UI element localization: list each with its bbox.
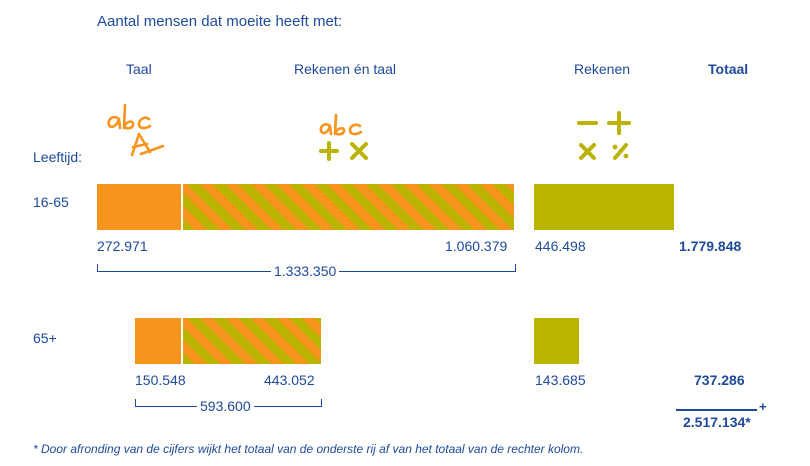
bar-rekenen-en-taal-65-plus: [182, 318, 321, 364]
header-rekenen-en-taal: Rekenen én taal: [294, 61, 396, 77]
row-age-label: 16-65: [33, 194, 69, 210]
header-taal: Taal: [126, 61, 152, 77]
value-rekenen-16-65: 446.498: [535, 238, 586, 254]
leeftijd-label: Leeftijd:: [33, 149, 83, 165]
bar-rekenen-65-plus: [534, 318, 579, 364]
grand-total: 2.517.134*: [683, 414, 751, 430]
header-totaal: Totaal: [708, 61, 749, 77]
abc-plus-times-icon: [319, 113, 368, 161]
value-totaal-65-plus: 737.286: [694, 372, 745, 388]
bar-rekenen-16-65: [534, 184, 674, 230]
sum-plus-sign: +: [759, 399, 767, 414]
handwritten-abc-icon: [107, 103, 165, 157]
value-taal-16-65: 272.971: [97, 238, 148, 254]
value-taal-subtotaal-65-plus: 593.600: [197, 398, 254, 414]
value-totaal-16-65: 1.779.848: [679, 238, 742, 254]
header-rekenen: Rekenen: [574, 61, 631, 77]
bar-separator: [181, 184, 184, 230]
value-rekenen-en-taal-65-plus: 443.052: [264, 372, 315, 388]
value-rekenen-en-taal-16-65: 1.060.379: [445, 238, 508, 254]
sum-line: [676, 409, 757, 411]
chart-title: Aantal mensen dat moeite heeft met:: [97, 13, 343, 30]
bar-separator: [181, 318, 184, 364]
math-operators-icon: [577, 111, 631, 160]
footnote: * Door afronding van de cijfers wijkt he…: [33, 442, 584, 456]
row-age-label: 65+: [33, 330, 57, 346]
value-taal-65-plus: 150.548: [135, 372, 186, 388]
value-rekenen-65-plus: 143.685: [535, 372, 586, 388]
bar-taal-65-plus: [135, 318, 183, 364]
value-taal-subtotaal-16-65: 1.333.350: [271, 263, 340, 279]
bar-taal-16-65: [97, 184, 183, 230]
bar-rekenen-en-taal-16-65: [182, 184, 514, 230]
